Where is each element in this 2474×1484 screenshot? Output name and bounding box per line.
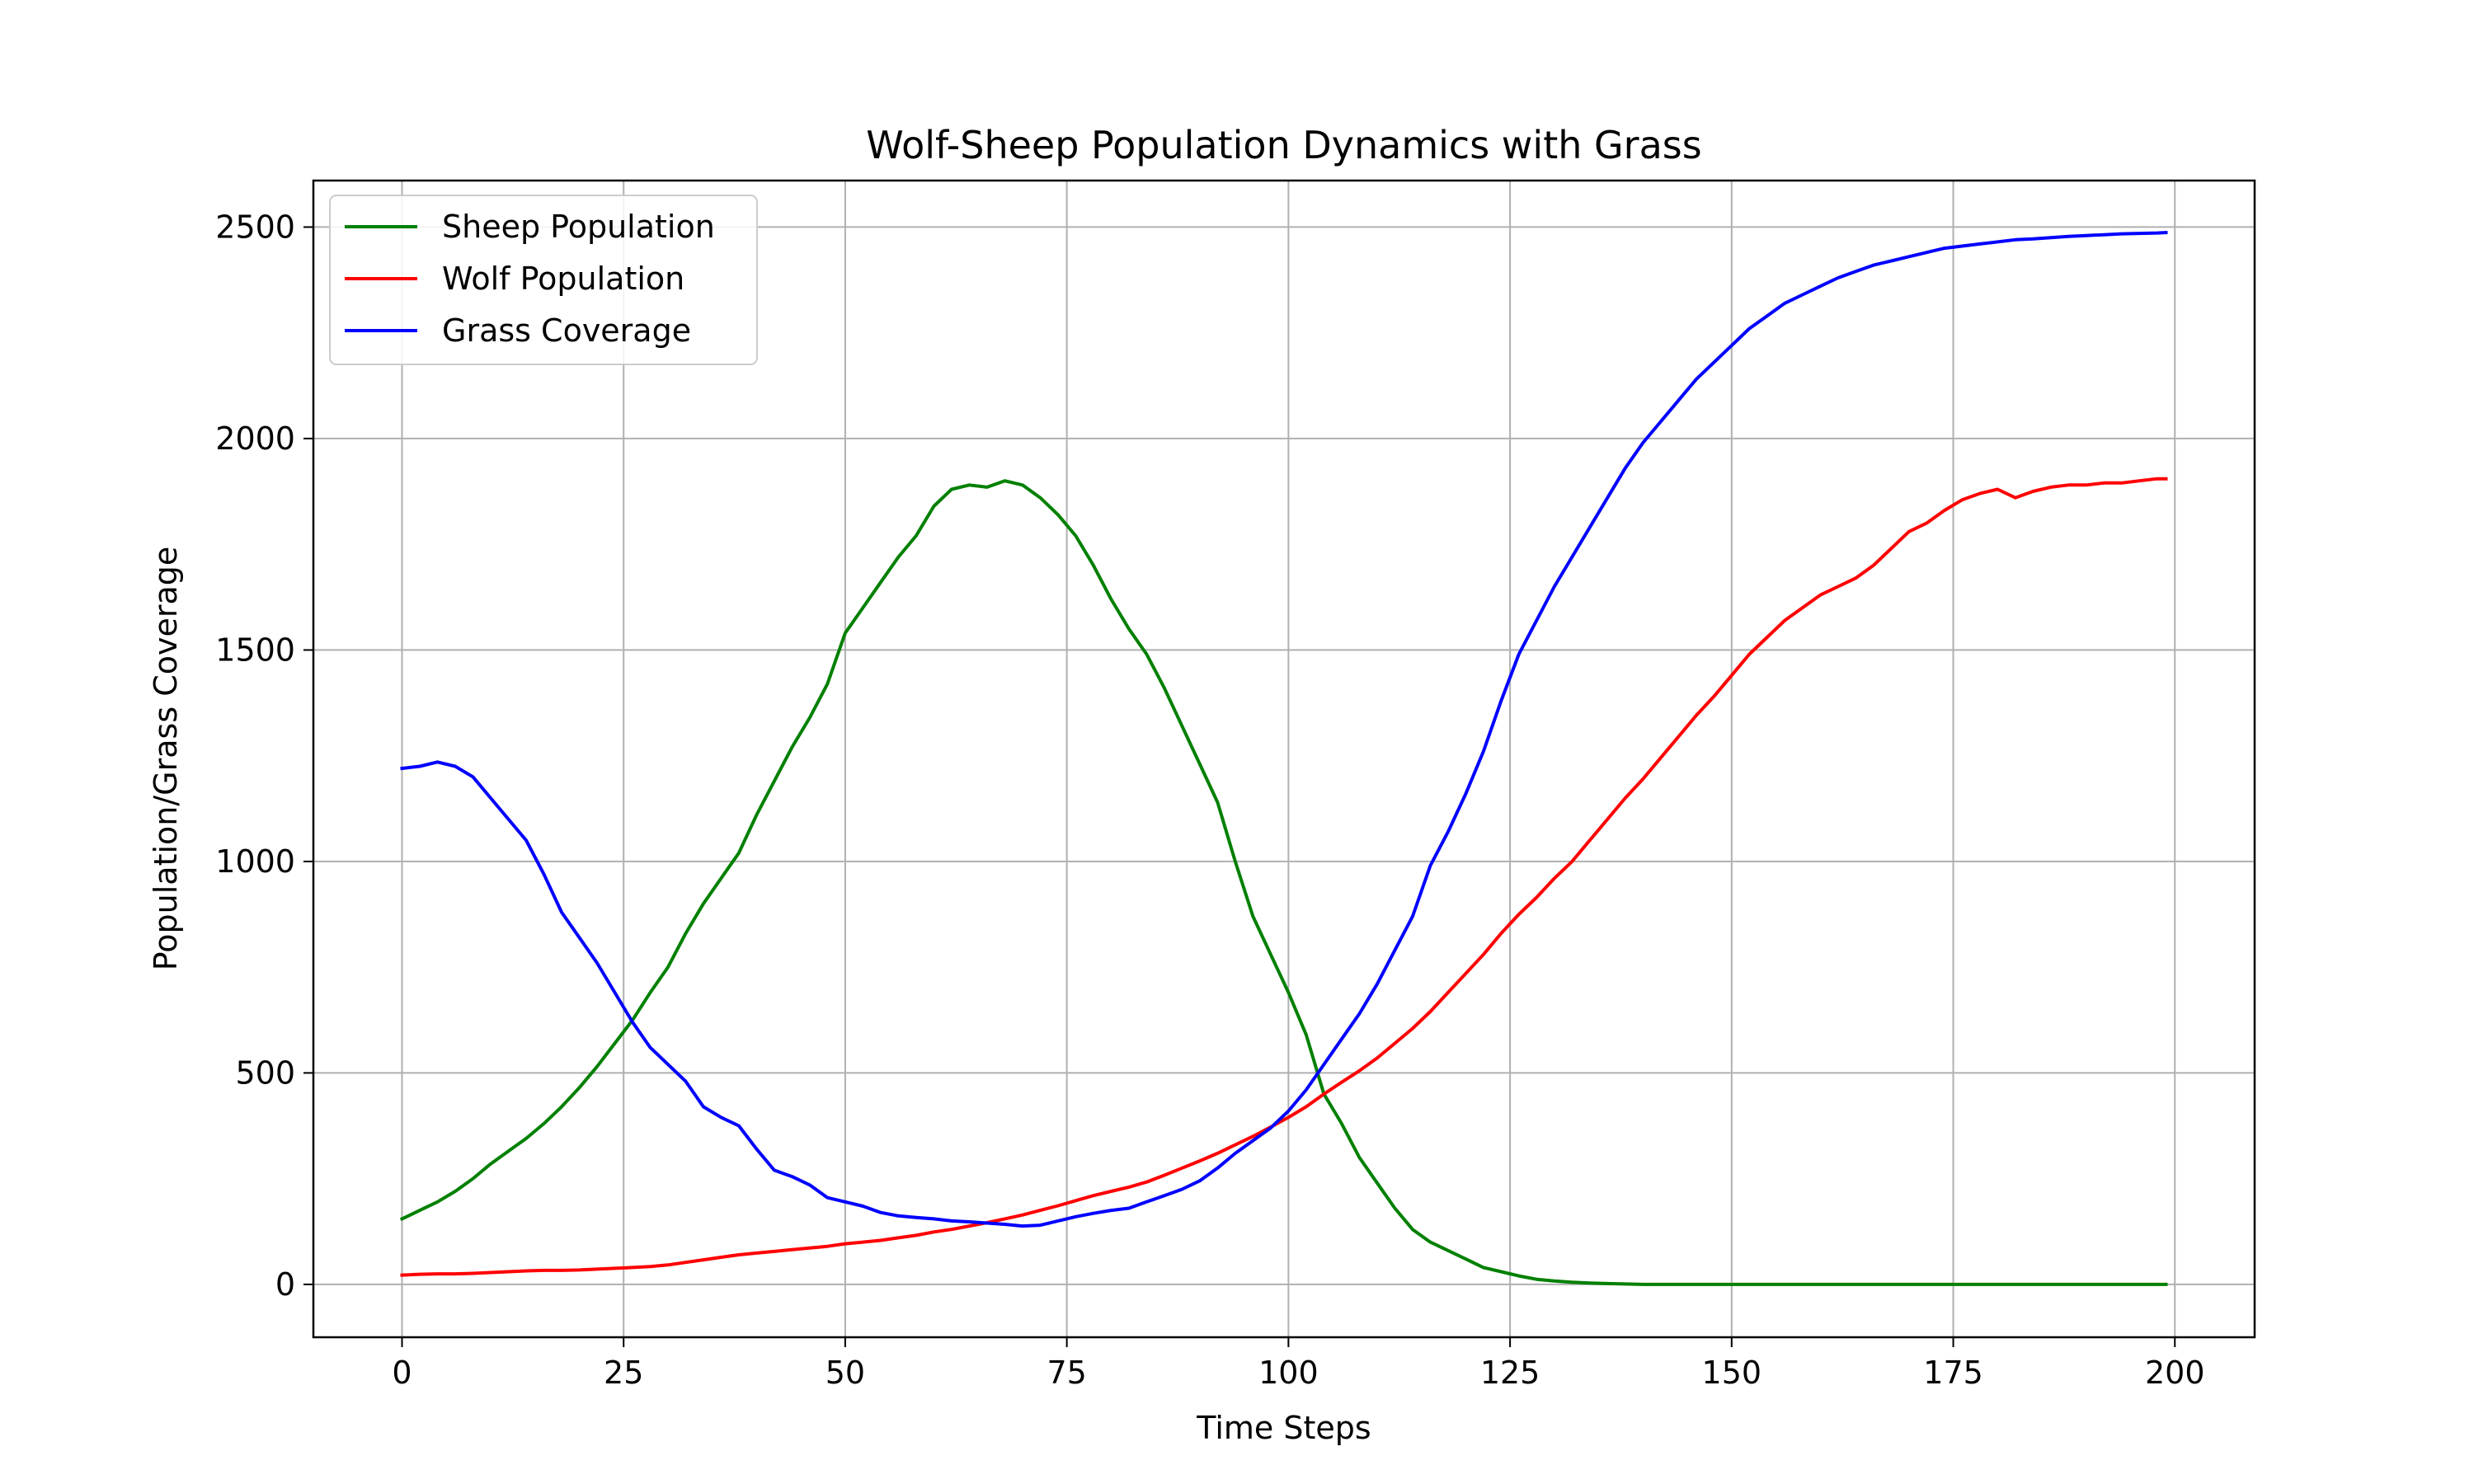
x-tick-label: 100 — [1258, 1355, 1319, 1391]
x-tick-label: 125 — [1480, 1355, 1540, 1391]
x-tick-label: 50 — [825, 1355, 865, 1391]
y-tick-label: 0 — [275, 1266, 295, 1303]
axes-frame — [312, 179, 2256, 1339]
sheep-populationline-line — [399, 479, 2168, 1286]
legend-label-grass-coverage: Grass Coverage — [442, 312, 691, 349]
x-tick-label: 0 — [392, 1355, 412, 1391]
y-tick-label: 2000 — [215, 420, 295, 457]
wolf-populationline-line — [400, 477, 2168, 1277]
chart-title: Wolf-Sheep Population Dynamics with Gras… — [866, 123, 1701, 167]
axis-ticks: 0 25 50 75 100 125 150 175 200050010001500200025… — [215, 209, 2204, 1391]
x-axis-label: Time Steps — [1196, 1410, 1371, 1446]
legend-label-sheep-population: Sheep Population — [442, 209, 715, 245]
x-tick-label: 75 — [1047, 1355, 1086, 1391]
plot-series — [399, 231, 2168, 1286]
legend: Sheep Population Wolf Population Grass Cov… — [329, 195, 758, 365]
y-tick-label: 1000 — [215, 843, 295, 880]
legend-box — [329, 195, 758, 365]
x-tick-label: 200 — [2145, 1355, 2205, 1391]
y-tick-label: 1500 — [215, 632, 295, 668]
grass-coverageline-line — [400, 231, 2168, 1228]
y-tick-label: 500 — [235, 1054, 295, 1091]
x-tick-label: 25 — [604, 1355, 643, 1391]
x-tick-label: 150 — [1702, 1355, 1762, 1391]
x-tick-label: 175 — [1923, 1355, 1983, 1391]
legend-label-wolf-population: Wolf Population — [442, 261, 684, 297]
y-tick-label: 2500 — [215, 209, 295, 245]
y-axis-label: Population/Grass Coverage — [148, 547, 184, 971]
